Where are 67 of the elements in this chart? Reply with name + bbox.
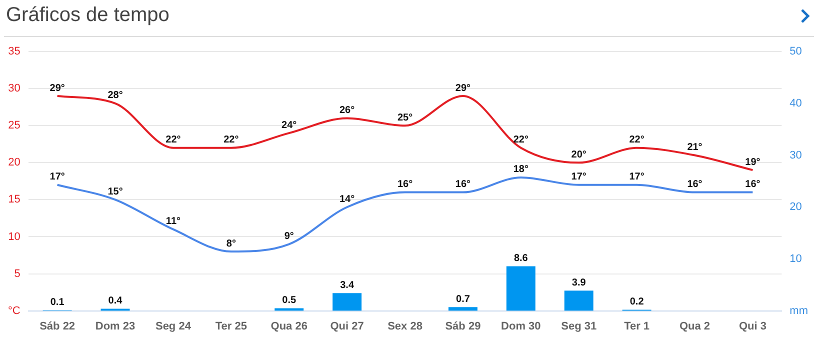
data-label: 29° xyxy=(455,82,471,94)
data-label: 16° xyxy=(455,179,471,190)
data-label: 15° xyxy=(108,186,123,198)
x-tick-label: Ter 25 xyxy=(215,320,247,332)
data-label: 17° xyxy=(50,172,65,183)
y-tick-label: 25 xyxy=(8,120,20,132)
data-label: 22° xyxy=(166,134,181,146)
data-label: 20° xyxy=(571,149,586,160)
data-label: 22° xyxy=(513,134,528,146)
x-tick-label: Qua 26 xyxy=(270,320,308,332)
data-label: 0.2 xyxy=(630,296,644,308)
data-label: 9° xyxy=(284,230,294,242)
y-tick-label: 35 xyxy=(8,46,20,58)
y2-tick-label: 30 xyxy=(790,149,802,162)
data-label: 0.5 xyxy=(282,294,296,306)
data-label: 24° xyxy=(282,120,297,131)
data-label: 0.7 xyxy=(456,294,470,305)
data-label: 11° xyxy=(166,216,181,228)
data-label: 26° xyxy=(339,105,355,116)
data-label: 22° xyxy=(224,134,239,146)
x-tick-label: Seg 31 xyxy=(561,320,597,332)
y-tick-label: 30 xyxy=(8,82,20,95)
x-tick-label: Seg 24 xyxy=(155,320,192,332)
data-label: 16° xyxy=(745,179,760,190)
data-label: 22° xyxy=(629,134,644,146)
x-tick-label: Qua 2 xyxy=(679,320,710,332)
bar xyxy=(564,290,594,311)
x-tick-label: Ter 1 xyxy=(624,320,650,332)
x-tick-label: Sáb 22 xyxy=(40,320,76,332)
data-label: 18° xyxy=(513,164,528,176)
x-tick-label: Qui 3 xyxy=(738,320,766,332)
y2-tick-label: 20 xyxy=(790,201,802,214)
bar xyxy=(332,293,362,311)
data-label: 8.6 xyxy=(514,252,528,264)
data-label: 17° xyxy=(629,172,644,183)
y2-tick-label: 10 xyxy=(790,252,802,265)
x-tick-label: Sex 28 xyxy=(388,320,422,332)
y2-tick-label: 50 xyxy=(790,46,802,58)
chart-title: Gráficos de tempo xyxy=(6,4,170,27)
x-tick-label: Dom 23 xyxy=(95,320,136,332)
data-label: 0.1 xyxy=(50,297,65,308)
y2-tick-label: 40 xyxy=(790,97,802,110)
bar xyxy=(506,266,536,311)
x-tick-label: Sáb 29 xyxy=(445,320,481,332)
y-tick-label: 5 xyxy=(14,268,20,280)
x-tick-label: Dom 30 xyxy=(501,320,541,332)
data-label: 29° xyxy=(50,82,65,94)
data-label: 16° xyxy=(687,179,702,190)
y-tick-label: 10 xyxy=(8,230,20,243)
data-label: 8° xyxy=(226,238,236,250)
data-label: 17° xyxy=(571,172,586,183)
bar xyxy=(274,308,304,311)
data-label: 0.4 xyxy=(108,295,123,306)
x-tick-label: Qui 27 xyxy=(330,320,364,332)
data-label: 3.4 xyxy=(340,280,354,291)
y2-tick-label: mm xyxy=(790,304,808,317)
data-label: 19° xyxy=(745,156,760,168)
data-label: 3.9 xyxy=(572,277,586,288)
data-label: 25° xyxy=(397,112,413,124)
data-label: 16° xyxy=(397,179,413,190)
y-tick-label: °C xyxy=(8,304,20,317)
y-tick-label: 15 xyxy=(8,194,20,206)
data-label: 28° xyxy=(108,90,123,102)
data-label: 14° xyxy=(339,194,355,205)
bar xyxy=(448,307,478,311)
y-tick-label: 20 xyxy=(8,156,20,169)
data-label: 21° xyxy=(687,142,702,154)
